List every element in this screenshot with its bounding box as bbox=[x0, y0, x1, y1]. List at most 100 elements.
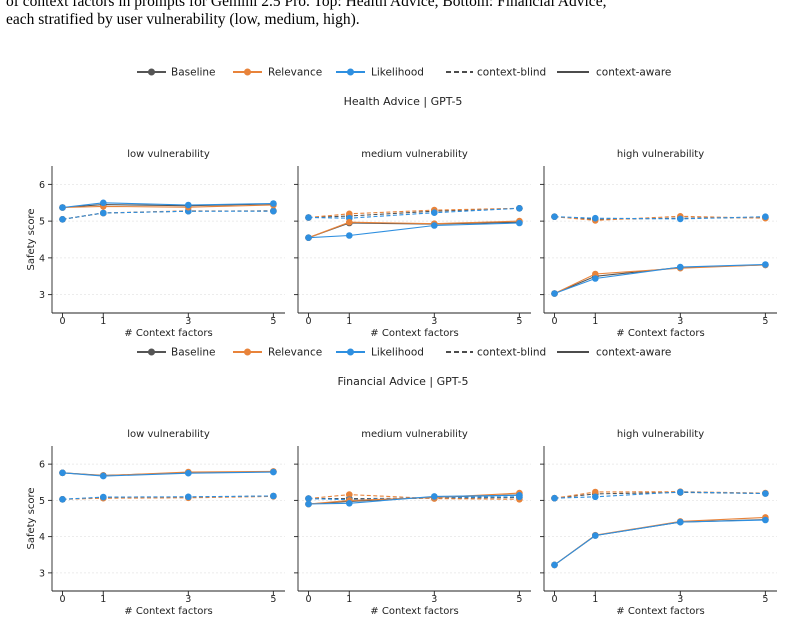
data-point-likelihood-context-aware bbox=[677, 263, 684, 271]
x-axis-label: # Context factors bbox=[370, 328, 458, 339]
legend-label-baseline: Baseline bbox=[171, 67, 216, 79]
x-tick-label: 5 bbox=[762, 316, 768, 327]
data-point-likelihood-context-blind bbox=[431, 209, 438, 216]
panel-title: low vulnerability bbox=[127, 429, 210, 440]
x-tick-label: 0 bbox=[551, 316, 557, 327]
legend-label-likelihood: Likelihood bbox=[371, 347, 424, 359]
x-tick-label: 5 bbox=[270, 316, 276, 327]
x-tick-label: 1 bbox=[592, 316, 598, 327]
data-point-likelihood-context-blind bbox=[677, 215, 684, 223]
legend-label-relevance: Relevance bbox=[268, 67, 322, 79]
x-axis-label: # Context factors bbox=[370, 606, 458, 617]
caption-line-1: of context factors in prompts for Gemini… bbox=[6, 0, 607, 10]
series-line-likelihood-context-blind bbox=[308, 207, 520, 219]
x-tick-label: 0 bbox=[305, 316, 311, 327]
data-point-likelihood-context-aware bbox=[270, 200, 277, 207]
data-point-likelihood-context-aware bbox=[762, 516, 769, 524]
data-point-likelihood-context-aware bbox=[762, 261, 769, 268]
data-point-likelihood-context-blind bbox=[100, 493, 107, 501]
data-point-likelihood-context-aware bbox=[100, 199, 107, 207]
y-axis-label: Safety score bbox=[26, 487, 37, 549]
y-tick-label: 4 bbox=[39, 532, 45, 543]
series-line-likelihood-context-aware bbox=[554, 263, 766, 295]
series-line-likelihood-context-blind bbox=[308, 496, 520, 501]
data-point-likelihood-context-aware bbox=[305, 500, 312, 508]
data-point-likelihood-context-aware bbox=[346, 500, 353, 507]
series-line-relevance-context-aware bbox=[554, 264, 766, 294]
legend-label-context-blind: context-blind bbox=[477, 347, 546, 359]
y-tick-label: 6 bbox=[39, 180, 45, 191]
x-tick-label: 3 bbox=[677, 594, 683, 605]
x-tick-label: 3 bbox=[677, 316, 683, 327]
x-tick-label: 3 bbox=[185, 316, 191, 327]
x-tick-label: 0 bbox=[305, 594, 311, 605]
x-tick-label: 5 bbox=[516, 594, 522, 605]
series-line-baseline-context-blind bbox=[554, 491, 766, 499]
data-point-likelihood-context-aware bbox=[551, 561, 558, 569]
x-axis-label: # Context factors bbox=[124, 328, 212, 339]
series-line-likelihood-context-blind bbox=[62, 210, 274, 220]
data-point-relevance-context-blind bbox=[592, 488, 599, 496]
x-tick-label: 5 bbox=[270, 594, 276, 605]
series-line-relevance-context-blind bbox=[554, 491, 766, 499]
x-tick-label: 1 bbox=[592, 594, 598, 605]
panel-title: high vulnerability bbox=[617, 429, 704, 440]
data-point-likelihood-context-blind bbox=[551, 213, 558, 220]
legend-marker-baseline bbox=[148, 348, 155, 356]
x-tick-label: 0 bbox=[59, 316, 65, 327]
legend-marker-relevance bbox=[244, 68, 251, 76]
data-point-likelihood-context-blind bbox=[516, 205, 523, 212]
panel-title: medium vulnerability bbox=[361, 149, 468, 160]
y-tick-label: 3 bbox=[39, 568, 45, 579]
data-point-likelihood-context-blind bbox=[762, 490, 769, 497]
legend-marker-relevance bbox=[244, 348, 251, 356]
x-tick-label: 3 bbox=[185, 594, 191, 605]
y-tick-label: 5 bbox=[39, 496, 45, 507]
x-axis-label: # Context factors bbox=[616, 328, 704, 339]
x-tick-label: 1 bbox=[346, 594, 352, 605]
data-point-likelihood-context-aware bbox=[592, 532, 599, 539]
legend-label-likelihood: Likelihood bbox=[371, 67, 424, 79]
data-point-likelihood-context-aware bbox=[185, 201, 192, 209]
series-line-relevance-context-aware bbox=[554, 516, 766, 566]
data-point-likelihood-context-aware bbox=[305, 234, 312, 241]
data-point-likelihood-context-aware bbox=[677, 518, 684, 526]
series-line-baseline-context-aware bbox=[308, 494, 520, 505]
series-line-likelihood-context-blind bbox=[62, 495, 274, 500]
series-line-relevance-context-blind bbox=[308, 207, 520, 219]
data-point-likelihood-context-aware bbox=[346, 232, 353, 239]
data-point-likelihood-context-aware bbox=[516, 492, 523, 499]
series-line-likelihood-context-aware bbox=[62, 471, 274, 477]
series-line-relevance-context-aware bbox=[62, 204, 274, 209]
x-tick-label: 1 bbox=[346, 316, 352, 327]
series-line-baseline-context-blind bbox=[308, 207, 520, 219]
legend-label-context-aware: context-aware bbox=[596, 67, 671, 79]
legend-label-relevance: Relevance bbox=[268, 347, 322, 359]
series-line-likelihood-context-aware bbox=[308, 222, 520, 239]
y-tick-label: 3 bbox=[39, 290, 45, 301]
legend-marker-likelihood bbox=[347, 348, 354, 356]
legend-marker-baseline bbox=[148, 68, 155, 76]
data-point-likelihood-context-aware bbox=[551, 290, 558, 297]
data-point-likelihood-context-blind bbox=[592, 493, 599, 501]
data-point-likelihood-context-blind bbox=[59, 216, 66, 223]
y-axis-label: Safety score bbox=[26, 208, 37, 270]
series-line-likelihood-context-aware bbox=[308, 494, 520, 505]
series-line-relevance-context-blind bbox=[554, 215, 766, 221]
data-point-likelihood-context-blind bbox=[592, 214, 599, 222]
data-point-likelihood-context-blind bbox=[100, 209, 107, 217]
data-point-likelihood-context-blind bbox=[305, 495, 312, 502]
y-tick-label: 4 bbox=[39, 253, 45, 264]
data-point-likelihood-context-aware bbox=[592, 275, 599, 282]
x-tick-label: 0 bbox=[59, 594, 65, 605]
data-point-likelihood-context-blind bbox=[270, 492, 277, 500]
panel-title: high vulnerability bbox=[617, 149, 704, 160]
data-point-relevance-context-aware bbox=[346, 218, 353, 226]
series-line-relevance-context-blind bbox=[308, 494, 520, 500]
data-point-likelihood-context-aware bbox=[185, 469, 192, 477]
data-point-likelihood-context-aware bbox=[431, 222, 438, 229]
x-axis-label: # Context factors bbox=[616, 606, 704, 617]
x-tick-label: 0 bbox=[551, 594, 557, 605]
data-point-likelihood-context-blind bbox=[677, 488, 684, 496]
data-point-likelihood-context-aware bbox=[270, 468, 277, 476]
